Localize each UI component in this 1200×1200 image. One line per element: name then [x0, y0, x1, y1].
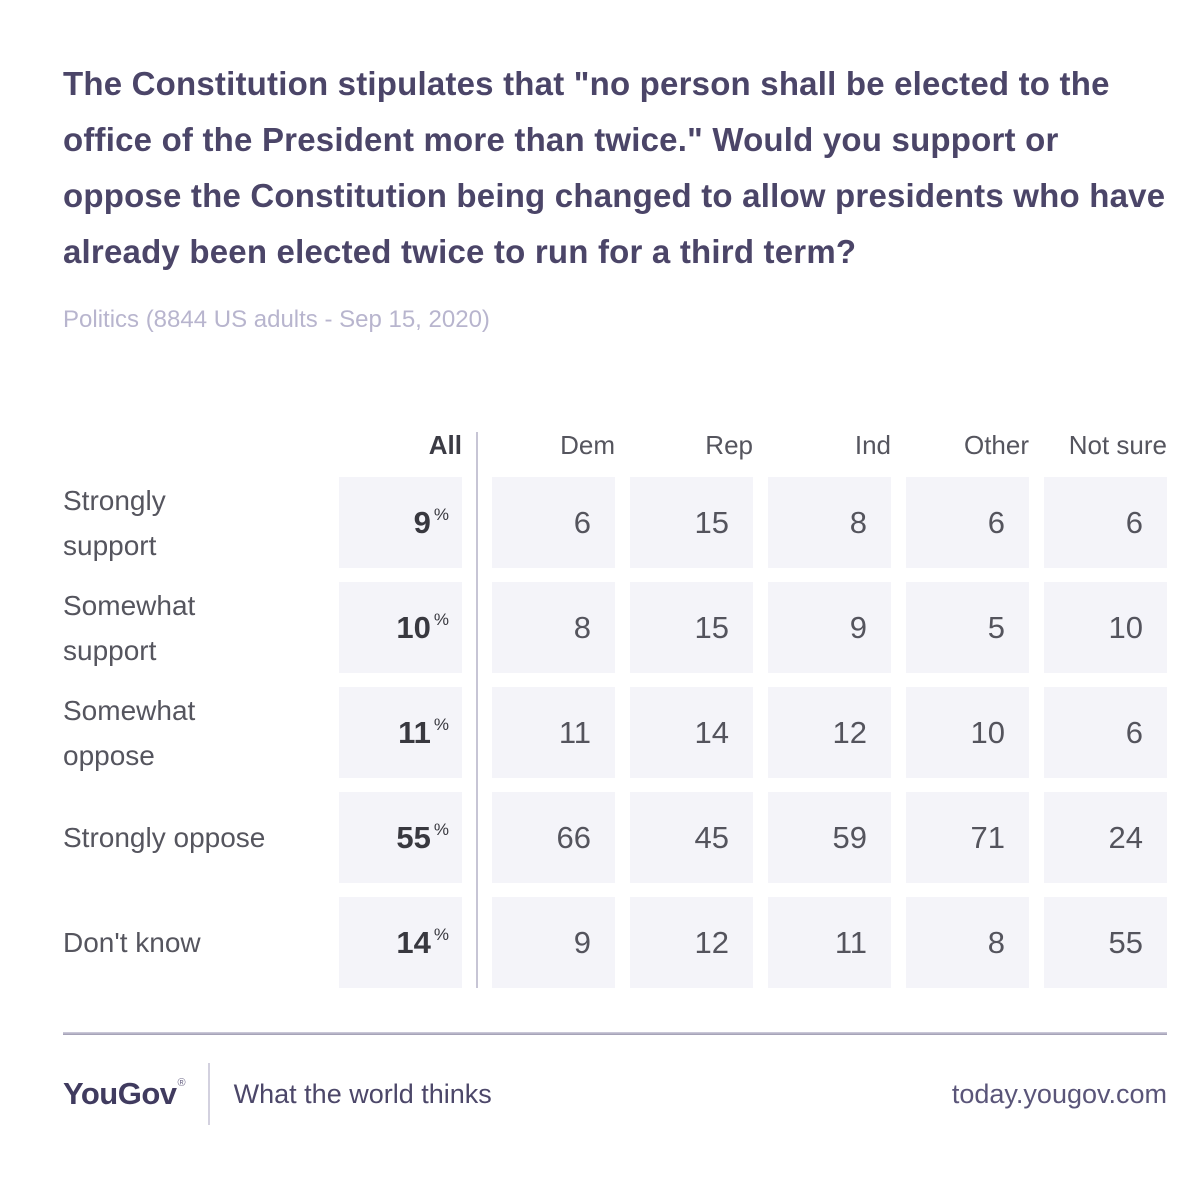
cell-notsure: 6: [1044, 687, 1167, 778]
cell-dem: 9: [492, 897, 615, 988]
cell-value: 14: [396, 924, 431, 960]
cell-notsure: 8: [906, 897, 1029, 988]
col-header-ind: Ind: [854, 429, 891, 460]
table-row: Somewhat support 10% 8 15 9 5 10: [63, 582, 1167, 673]
row-label: Strongly support: [63, 484, 166, 561]
cell-dem: 11: [492, 687, 615, 778]
cell-all: 10%: [339, 582, 462, 673]
cell-notsure: 10: [1044, 582, 1167, 673]
cell-all: 9%: [339, 477, 462, 568]
row-label: Somewhat oppose: [63, 694, 196, 771]
poll-metadata: Politics (8844 US adults - Sep 15, 2020): [63, 306, 490, 333]
cell-dem: 8: [492, 582, 615, 673]
percent-sign: %: [433, 714, 449, 734]
cell-ind: 12: [768, 687, 891, 778]
table-row: Strongly support 9% 6 15 8 6 6: [63, 477, 1167, 568]
percent-sign: %: [433, 504, 449, 524]
cell-notsure: 24: [1044, 792, 1167, 883]
cell-other: 10: [906, 687, 1029, 778]
cell-rep: 14: [630, 687, 753, 778]
cell-other: 5: [906, 582, 1029, 673]
cell-dem: 6: [492, 477, 615, 568]
cell-rep: 12: [630, 897, 753, 988]
footer: YouGov ® What the world thinks today.you…: [63, 1063, 1167, 1125]
percent-sign: %: [433, 609, 449, 629]
yougov-logo: YouGov: [63, 1076, 177, 1111]
cell-notsure: 55: [1044, 897, 1167, 988]
registered-trademark-icon: ®: [177, 1077, 186, 1089]
yougov-brand: YouGov ®: [63, 1076, 186, 1112]
question-title: The Constitution stipulates that "no per…: [63, 65, 1166, 270]
col-header-all: All: [428, 429, 462, 460]
table-row: Strongly oppose 55% 66 45 59 71 24: [63, 792, 1167, 883]
cell-rep: 15: [630, 582, 753, 673]
cell-notsure: 6: [1044, 477, 1167, 568]
cell-ind: 8: [768, 477, 891, 568]
row-label: Somewhat support: [63, 589, 196, 666]
percent-sign: %: [433, 819, 449, 839]
percent-sign: %: [433, 924, 449, 944]
footer-divider-line: [63, 1032, 1167, 1035]
cell-value: 11: [398, 714, 431, 750]
table-row: Somewhat oppose 11% 11 14 12 10 6: [63, 687, 1167, 778]
cell-ind: 11: [768, 897, 891, 988]
cell-value: 55: [396, 819, 431, 855]
col-header-dem: Dem: [560, 429, 615, 460]
col-header-other: Other: [963, 429, 1029, 460]
table-row: Don't know 14% 9 12 11 8 55: [63, 897, 1167, 988]
row-label: Strongly oppose: [63, 822, 266, 853]
footer-vertical-divider: [207, 1063, 210, 1125]
cell-value: 9: [413, 504, 431, 540]
cell-ind: 59: [768, 792, 891, 883]
all-column-divider: [476, 432, 478, 988]
col-header-rep: Rep: [705, 429, 753, 460]
cell-other: 71: [906, 792, 1029, 883]
cell-rep: 45: [630, 792, 753, 883]
footer-tagline: What the world thinks: [233, 1078, 492, 1109]
cell-all: 11%: [339, 687, 462, 778]
cell-dem: 66: [492, 792, 615, 883]
results-table: All Dem Rep Ind Other Not sure Strongly …: [63, 430, 1167, 988]
cell-other: 6: [906, 477, 1029, 568]
cell-all: 55%: [339, 792, 462, 883]
table-header-row: All Dem Rep Ind Other Not sure: [63, 430, 1167, 460]
cell-all: 14%: [339, 897, 462, 988]
footer-url-link[interactable]: today.yougov.com: [951, 1078, 1167, 1109]
row-label: Don't know: [63, 927, 201, 958]
cell-rep: 15: [630, 477, 753, 568]
cell-value: 10: [396, 609, 431, 645]
cell-ind: 9: [768, 582, 891, 673]
col-header-notsure: Not sure: [1068, 429, 1167, 460]
